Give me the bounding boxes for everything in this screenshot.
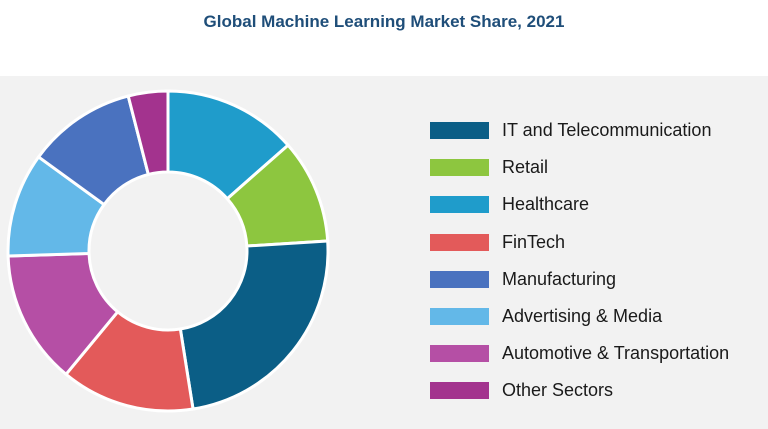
legend-item-manufacturing: Manufacturing — [430, 261, 729, 298]
legend-item-other-sectors: Other Sectors — [430, 372, 729, 409]
legend-item-it-and-telecommunication: IT and Telecommunication — [430, 112, 729, 149]
slice-it-and-telecommunication — [178, 239, 330, 411]
legend-item-healthcare: Healthcare — [430, 186, 729, 223]
legend-label: FinTech — [502, 231, 566, 252]
legend-swatch — [430, 270, 489, 288]
legend-item-advertising-and-media: Advertising & Media — [430, 298, 729, 335]
legend-item-retail: Retail — [430, 149, 729, 186]
legend-label: Advertising & Media — [502, 306, 663, 327]
legend-item-automotive-and-transportation: Automotive & Transportation — [430, 335, 729, 372]
legend-label: Automotive & Transportation — [502, 343, 730, 364]
legend-swatch — [430, 159, 489, 177]
legend-item-fintech: FinTech — [430, 224, 729, 261]
legend-swatch — [430, 382, 489, 400]
legend-label: Healthcare — [502, 194, 590, 215]
chart-title: Global Machine Learning Market Share, 20… — [203, 12, 565, 31]
donut-chart — [6, 89, 330, 413]
legend-label: Retail — [502, 157, 549, 178]
legend-swatch — [430, 196, 489, 214]
legend-label: Manufacturing — [502, 268, 617, 289]
slice-other-sectors — [126, 89, 170, 177]
legend-swatch — [430, 233, 489, 251]
legend-swatch — [430, 122, 489, 140]
legend-label: Other Sectors — [502, 380, 614, 401]
legend-swatch — [430, 345, 489, 363]
legend-label: IT and Telecommunication — [502, 120, 712, 141]
chart-legend: IT and Telecommunication Retail Healthcare… — [430, 112, 729, 410]
legend-swatch — [430, 308, 489, 326]
